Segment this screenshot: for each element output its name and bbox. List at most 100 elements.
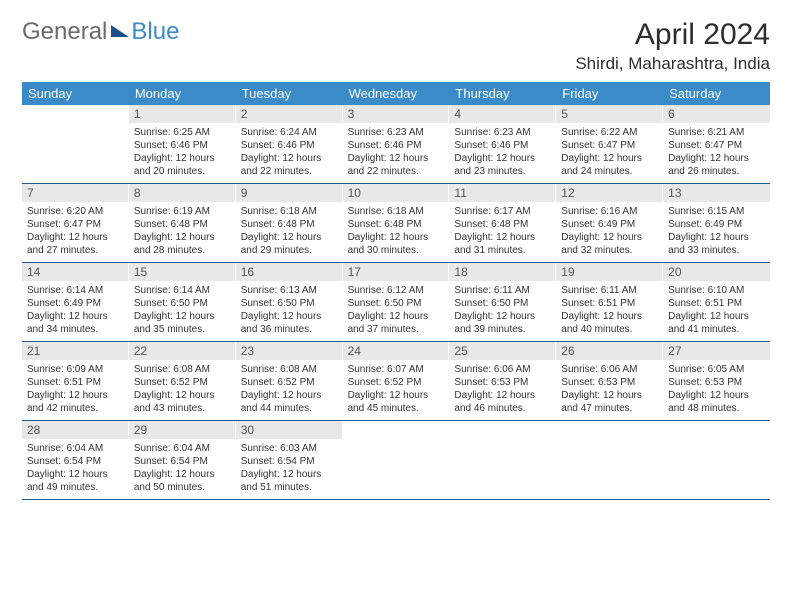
sunset-text: Sunset: 6:50 PM xyxy=(348,297,445,310)
day-details: Sunrise: 6:17 AMSunset: 6:48 PMDaylight:… xyxy=(449,202,556,262)
calendar-cell: 12Sunrise: 6:16 AMSunset: 6:49 PMDayligh… xyxy=(556,184,663,262)
calendar-cell: 13Sunrise: 6:15 AMSunset: 6:49 PMDayligh… xyxy=(663,184,770,262)
sunrise-text: Sunrise: 6:14 AM xyxy=(27,284,124,297)
day-number: 15 xyxy=(129,263,236,281)
calendar-cell: 28Sunrise: 6:04 AMSunset: 6:54 PMDayligh… xyxy=(22,421,129,499)
day-header: Thursday xyxy=(449,82,556,105)
day-details: Sunrise: 6:24 AMSunset: 6:46 PMDaylight:… xyxy=(236,123,343,183)
calendar-cell: 8Sunrise: 6:19 AMSunset: 6:48 PMDaylight… xyxy=(129,184,236,262)
sunrise-text: Sunrise: 6:18 AM xyxy=(241,205,338,218)
day-details: Sunrise: 6:22 AMSunset: 6:47 PMDaylight:… xyxy=(556,123,663,183)
calendar-cell xyxy=(556,421,663,499)
calendar-cell xyxy=(663,421,770,499)
day-number: 30 xyxy=(236,421,343,439)
sunrise-text: Sunrise: 6:06 AM xyxy=(454,363,551,376)
calendar-week: 7Sunrise: 6:20 AMSunset: 6:47 PMDaylight… xyxy=(22,184,770,263)
calendar-week: 1Sunrise: 6:25 AMSunset: 6:46 PMDaylight… xyxy=(22,105,770,184)
daylight-text: Daylight: 12 hours and 36 minutes. xyxy=(241,310,338,336)
daylight-text: Daylight: 12 hours and 29 minutes. xyxy=(241,231,338,257)
calendar-cell: 21Sunrise: 6:09 AMSunset: 6:51 PMDayligh… xyxy=(22,342,129,420)
sunset-text: Sunset: 6:50 PM xyxy=(241,297,338,310)
sunset-text: Sunset: 6:54 PM xyxy=(134,455,231,468)
day-details: Sunrise: 6:20 AMSunset: 6:47 PMDaylight:… xyxy=(22,202,129,262)
calendar-cell: 5Sunrise: 6:22 AMSunset: 6:47 PMDaylight… xyxy=(556,105,663,183)
day-number: 6 xyxy=(663,105,770,123)
sunrise-text: Sunrise: 6:04 AM xyxy=(27,442,124,455)
day-details: Sunrise: 6:16 AMSunset: 6:49 PMDaylight:… xyxy=(556,202,663,262)
logo-triangle-icon xyxy=(111,25,129,37)
day-number: 19 xyxy=(556,263,663,281)
day-number: 5 xyxy=(556,105,663,123)
day-number: 25 xyxy=(449,342,556,360)
day-number: 2 xyxy=(236,105,343,123)
day-details: Sunrise: 6:03 AMSunset: 6:54 PMDaylight:… xyxy=(236,439,343,499)
sunrise-text: Sunrise: 6:15 AM xyxy=(668,205,765,218)
sunrise-text: Sunrise: 6:08 AM xyxy=(134,363,231,376)
daylight-text: Daylight: 12 hours and 31 minutes. xyxy=(454,231,551,257)
day-details: Sunrise: 6:14 AMSunset: 6:49 PMDaylight:… xyxy=(22,281,129,341)
sunrise-text: Sunrise: 6:05 AM xyxy=(668,363,765,376)
daylight-text: Daylight: 12 hours and 33 minutes. xyxy=(668,231,765,257)
sunset-text: Sunset: 6:46 PM xyxy=(454,139,551,152)
day-details: Sunrise: 6:12 AMSunset: 6:50 PMDaylight:… xyxy=(343,281,450,341)
calendar-cell: 4Sunrise: 6:23 AMSunset: 6:46 PMDaylight… xyxy=(449,105,556,183)
day-number: 4 xyxy=(449,105,556,123)
day-number: 22 xyxy=(129,342,236,360)
daylight-text: Daylight: 12 hours and 34 minutes. xyxy=(27,310,124,336)
calendar-cell: 10Sunrise: 6:18 AMSunset: 6:48 PMDayligh… xyxy=(343,184,450,262)
day-details: Sunrise: 6:11 AMSunset: 6:50 PMDaylight:… xyxy=(449,281,556,341)
sunrise-text: Sunrise: 6:11 AM xyxy=(454,284,551,297)
daylight-text: Daylight: 12 hours and 42 minutes. xyxy=(27,389,124,415)
calendar-cell: 29Sunrise: 6:04 AMSunset: 6:54 PMDayligh… xyxy=(129,421,236,499)
sunrise-text: Sunrise: 6:08 AM xyxy=(241,363,338,376)
sunrise-text: Sunrise: 6:04 AM xyxy=(134,442,231,455)
title-block: April 2024 Shirdi, Maharashtra, India xyxy=(575,18,770,74)
daylight-text: Daylight: 12 hours and 44 minutes. xyxy=(241,389,338,415)
day-number: 24 xyxy=(343,342,450,360)
sunrise-text: Sunrise: 6:18 AM xyxy=(348,205,445,218)
sunset-text: Sunset: 6:47 PM xyxy=(27,218,124,231)
day-number: 10 xyxy=(343,184,450,202)
day-number xyxy=(663,421,770,439)
calendar-week: 28Sunrise: 6:04 AMSunset: 6:54 PMDayligh… xyxy=(22,421,770,500)
sunrise-text: Sunrise: 6:09 AM xyxy=(27,363,124,376)
sunrise-text: Sunrise: 6:22 AM xyxy=(561,126,658,139)
sunrise-text: Sunrise: 6:25 AM xyxy=(134,126,231,139)
day-details: Sunrise: 6:19 AMSunset: 6:48 PMDaylight:… xyxy=(129,202,236,262)
day-number xyxy=(449,421,556,439)
daylight-text: Daylight: 12 hours and 28 minutes. xyxy=(134,231,231,257)
day-header: Wednesday xyxy=(343,82,450,105)
calendar-week: 14Sunrise: 6:14 AMSunset: 6:49 PMDayligh… xyxy=(22,263,770,342)
sunrise-text: Sunrise: 6:16 AM xyxy=(561,205,658,218)
calendar-cell: 20Sunrise: 6:10 AMSunset: 6:51 PMDayligh… xyxy=(663,263,770,341)
calendar-cell: 15Sunrise: 6:14 AMSunset: 6:50 PMDayligh… xyxy=(129,263,236,341)
day-details xyxy=(22,123,129,181)
day-details: Sunrise: 6:14 AMSunset: 6:50 PMDaylight:… xyxy=(129,281,236,341)
calendar-cell xyxy=(449,421,556,499)
day-header: Friday xyxy=(556,82,663,105)
calendar-cell: 3Sunrise: 6:23 AMSunset: 6:46 PMDaylight… xyxy=(343,105,450,183)
daylight-text: Daylight: 12 hours and 43 minutes. xyxy=(134,389,231,415)
sunrise-text: Sunrise: 6:03 AM xyxy=(241,442,338,455)
daylight-text: Daylight: 12 hours and 26 minutes. xyxy=(668,152,765,178)
day-number: 12 xyxy=(556,184,663,202)
sunset-text: Sunset: 6:47 PM xyxy=(561,139,658,152)
day-number: 17 xyxy=(343,263,450,281)
calendar-cell: 27Sunrise: 6:05 AMSunset: 6:53 PMDayligh… xyxy=(663,342,770,420)
day-number: 1 xyxy=(129,105,236,123)
sunrise-text: Sunrise: 6:23 AM xyxy=(348,126,445,139)
sunrise-text: Sunrise: 6:13 AM xyxy=(241,284,338,297)
day-number xyxy=(22,105,129,123)
daylight-text: Daylight: 12 hours and 30 minutes. xyxy=(348,231,445,257)
sunrise-text: Sunrise: 6:24 AM xyxy=(241,126,338,139)
day-number: 8 xyxy=(129,184,236,202)
calendar-cell: 19Sunrise: 6:11 AMSunset: 6:51 PMDayligh… xyxy=(556,263,663,341)
daylight-text: Daylight: 12 hours and 51 minutes. xyxy=(241,468,338,494)
sunset-text: Sunset: 6:46 PM xyxy=(134,139,231,152)
day-number: 28 xyxy=(22,421,129,439)
sunset-text: Sunset: 6:52 PM xyxy=(241,376,338,389)
day-number: 21 xyxy=(22,342,129,360)
sunset-text: Sunset: 6:54 PM xyxy=(27,455,124,468)
sunset-text: Sunset: 6:47 PM xyxy=(668,139,765,152)
calendar-cell: 24Sunrise: 6:07 AMSunset: 6:52 PMDayligh… xyxy=(343,342,450,420)
